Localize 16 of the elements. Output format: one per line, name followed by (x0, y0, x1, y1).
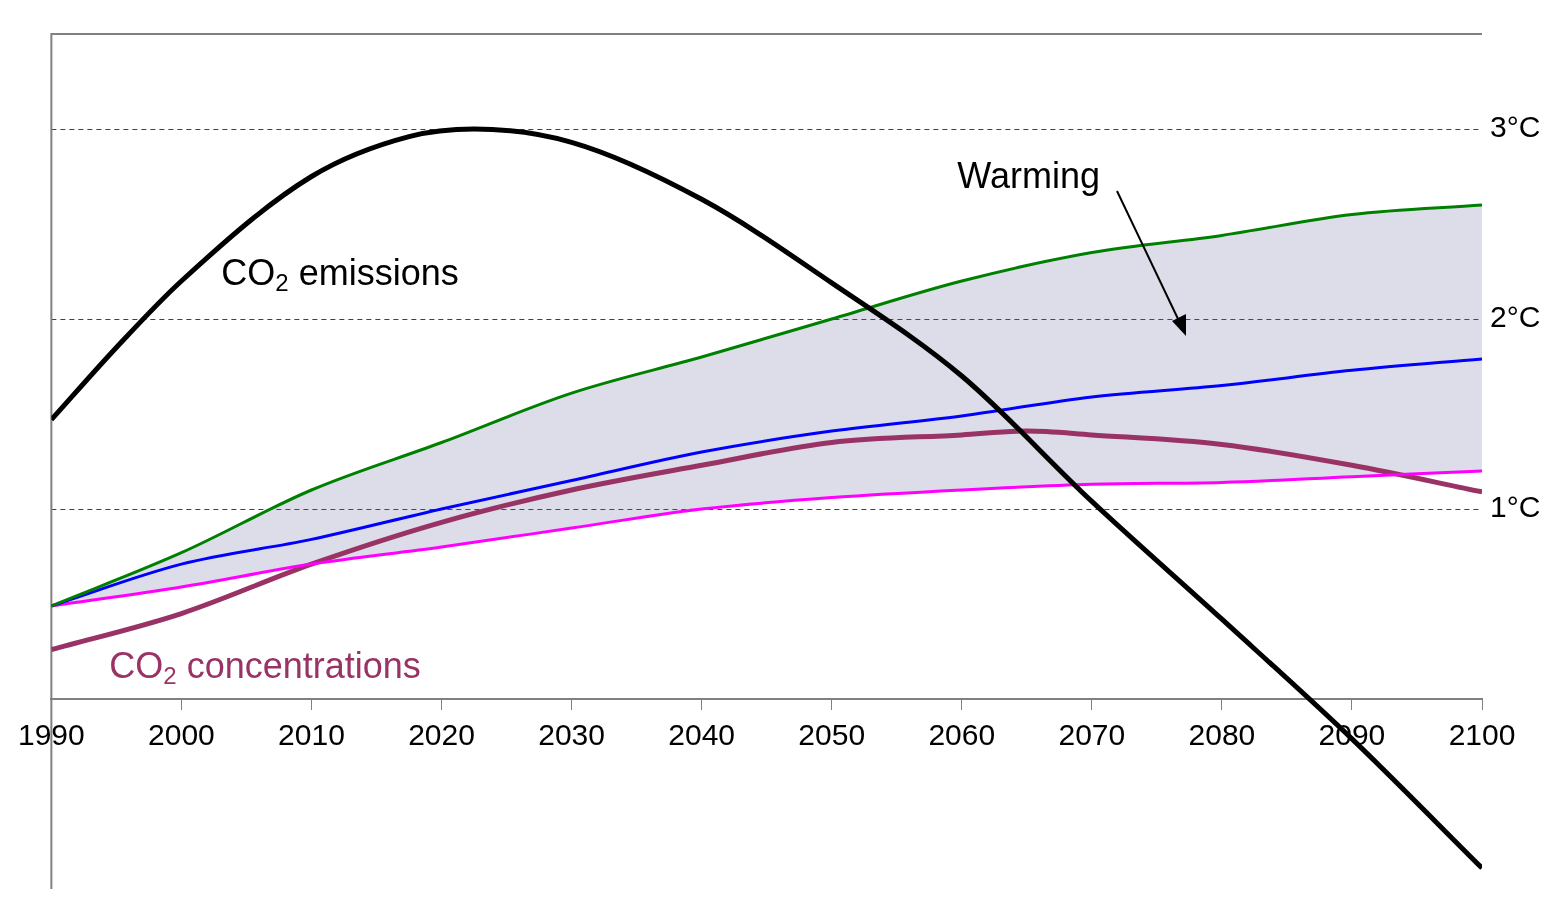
x-tick-label: 2040 (668, 718, 736, 752)
x-tick-label: 2020 (408, 718, 475, 752)
x-tick-label: 2060 (928, 718, 996, 752)
y-tick-label: 2°C (1490, 300, 1541, 334)
y-tick-label: 3°C (1490, 110, 1541, 144)
x-tick-label: 2010 (278, 718, 345, 752)
x-tick-label: 2030 (538, 718, 605, 752)
x-tick-label: 2070 (1058, 718, 1126, 752)
x-tick-label: 2050 (798, 718, 866, 752)
y-tick-label: 1°C (1490, 490, 1541, 524)
x-tick-label: 2080 (1188, 718, 1256, 752)
line-series (51, 469, 1482, 608)
x-tick-label: 2100 (1448, 718, 1516, 752)
x-tick-label: 1990 (17, 718, 85, 752)
x-tick-label: 2000 (148, 718, 215, 752)
annotation: Warming (957, 154, 1100, 196)
